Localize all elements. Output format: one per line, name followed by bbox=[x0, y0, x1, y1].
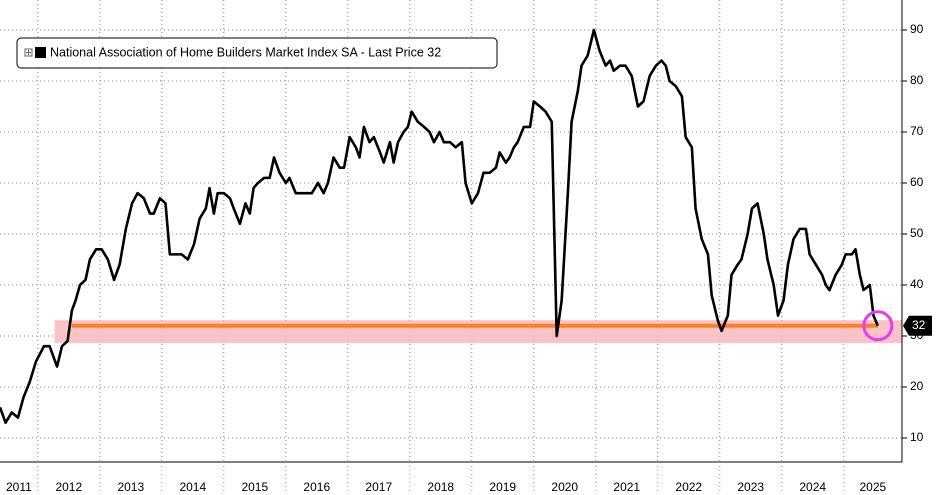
last-point-highlight bbox=[862, 310, 894, 342]
x-tick-label: 2019 bbox=[489, 480, 516, 494]
y-tick-label: 60 bbox=[910, 175, 924, 189]
legend-toggle-icon bbox=[24, 48, 33, 57]
last-price-tag bbox=[903, 315, 932, 336]
x-tick-label: 2020 bbox=[551, 480, 578, 494]
y-tick-label: 80 bbox=[910, 73, 924, 87]
x-tick-label: 2015 bbox=[241, 480, 268, 494]
legend: National Association of Home Builders Ma… bbox=[16, 37, 498, 69]
line-series bbox=[0, 28, 880, 424]
legend-box bbox=[16, 37, 498, 69]
x-tick-label: 2022 bbox=[675, 480, 702, 494]
x-tick-label: 2011 bbox=[6, 480, 32, 494]
y-tick-label: 90 bbox=[910, 22, 924, 36]
plot bbox=[0, 28, 902, 424]
y-tick-label: 40 bbox=[910, 277, 924, 291]
highlight-band bbox=[54, 320, 902, 344]
y-tick-label: 10 bbox=[910, 430, 924, 444]
legend-swatch bbox=[35, 47, 46, 58]
last-price-label: 32 bbox=[912, 318, 926, 332]
x-tick-label: 2021 bbox=[613, 480, 640, 494]
x-tick-label: 2013 bbox=[117, 480, 144, 494]
y-tick-label: 70 bbox=[910, 124, 924, 138]
y-tick-label: 20 bbox=[910, 379, 924, 393]
x-tick-label: 2018 bbox=[427, 480, 454, 494]
x-tick-label: 2017 bbox=[365, 480, 392, 494]
legend-label: National Association of Home Builders Ma… bbox=[50, 45, 441, 59]
x-tick-label: 2024 bbox=[799, 480, 826, 494]
x-tick-label: 2012 bbox=[55, 480, 82, 494]
x-tick-label: 2023 bbox=[737, 480, 764, 494]
y-tick-label: 50 bbox=[910, 226, 924, 240]
grid bbox=[0, 0, 902, 462]
x-tick-label: 2014 bbox=[179, 480, 206, 494]
x-tick-label: 2025 bbox=[860, 480, 887, 494]
x-tick-label: 2016 bbox=[303, 480, 330, 494]
